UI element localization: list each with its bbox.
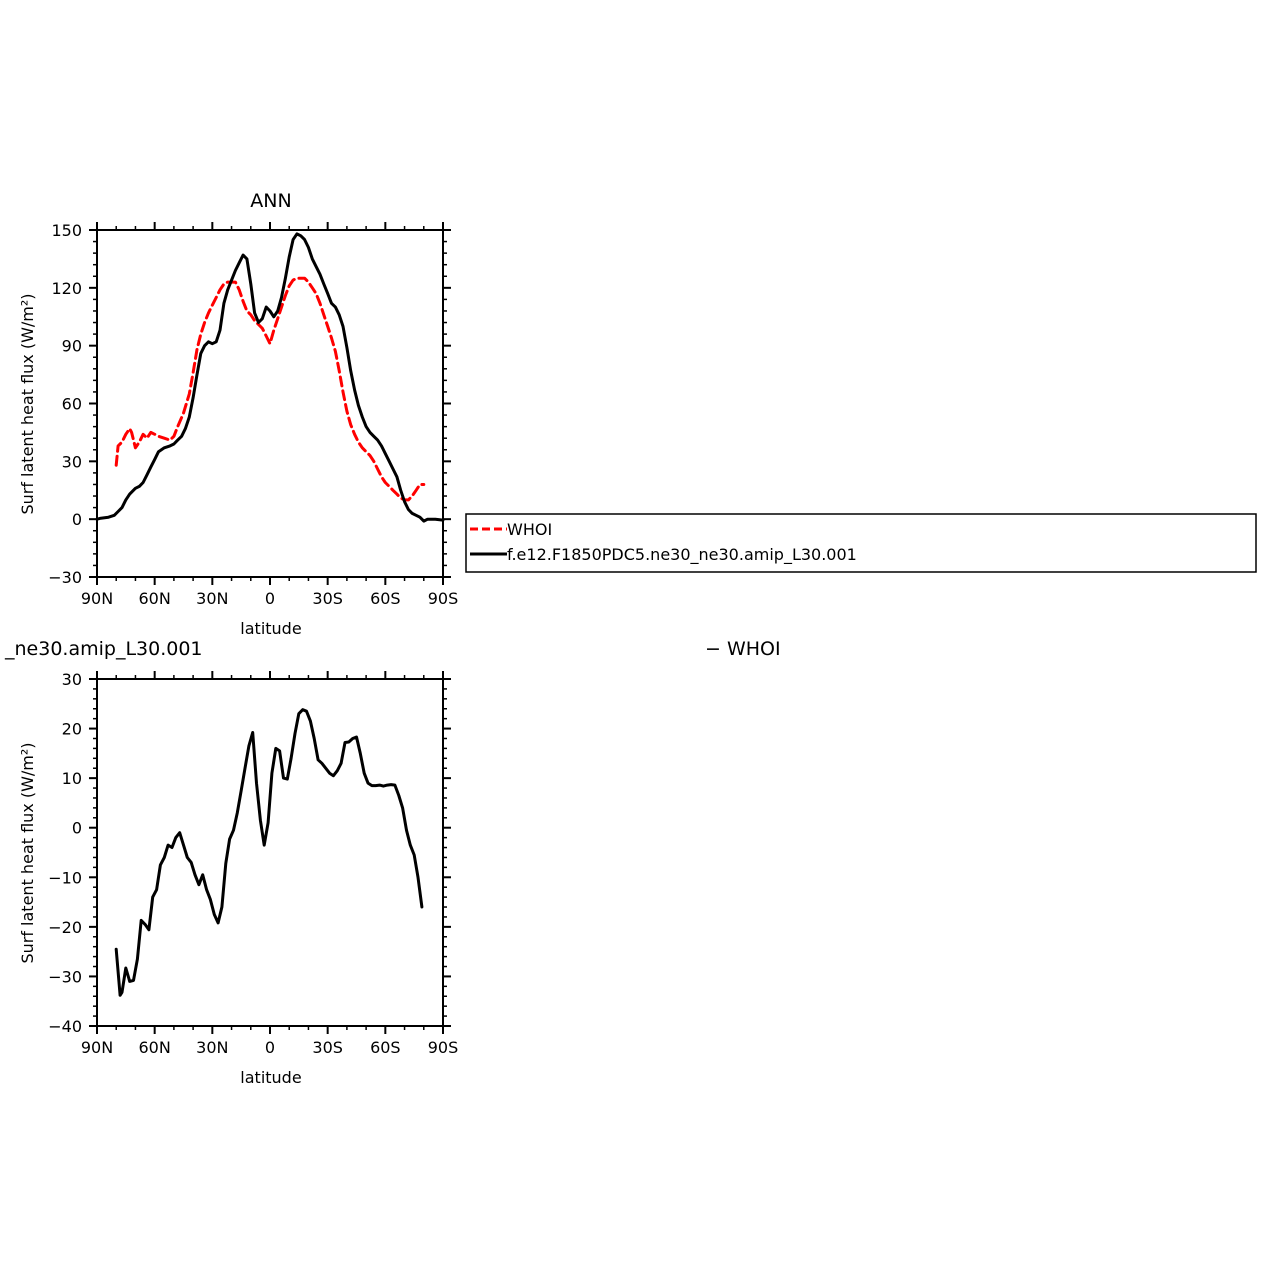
x-tick-label: 30N	[196, 1038, 228, 1057]
x-tick-label: 30S	[312, 1038, 343, 1057]
y-tick-label: 20	[62, 720, 82, 739]
y-axis-label: Surf latent heat flux (W/m²)	[18, 293, 37, 514]
x-tick-label: 0	[265, 1038, 275, 1057]
x-tick-label: 60N	[139, 1038, 171, 1057]
y-tick-label: 90	[62, 337, 82, 356]
y-tick-label: 120	[51, 279, 82, 298]
series-line-difference	[114, 708, 424, 997]
x-axis-label: latitude	[240, 1068, 301, 1087]
x-tick-label: 60S	[370, 589, 401, 608]
x-tick-label: 90S	[428, 589, 459, 608]
y-tick-label: −10	[48, 868, 82, 887]
difference-title-left: _ne30.amip_L30.001	[4, 638, 203, 660]
y-tick-label: 10	[62, 769, 82, 788]
top-panel: ANN latitude Surf latent heat flux (W/m²…	[18, 190, 458, 638]
y-tick-label: 0	[72, 510, 82, 529]
plot-area: 90N 60N 30N 0 30S 60S 90S −30 0 30 60 90 120 150	[48, 221, 458, 608]
y-tick-label: 150	[51, 221, 82, 240]
y-tick-label: −30	[48, 568, 82, 587]
y-tick-label: −20	[48, 918, 82, 937]
x-tick-label: 90N	[81, 589, 113, 608]
x-tick-label: 90S	[428, 1038, 459, 1057]
y-tick-label: 30	[62, 670, 82, 689]
legend-label-model: f.e12.F1850PDC5.ne30_ne30.amip_L30.001	[507, 545, 857, 565]
y-tick-label: 60	[62, 395, 82, 414]
x-tick-label: 30S	[312, 589, 343, 608]
y-tick-label: 30	[62, 452, 82, 471]
series-layer	[95, 232, 445, 523]
difference-title-right: − WHOI	[705, 638, 781, 660]
x-axis-label: latitude	[240, 619, 301, 638]
plot-area: 90N 60N 30N 0 30S 60S 90S −40 −30 −20 −10 0 10 20 30	[48, 670, 458, 1057]
y-axis-label: Surf latent heat flux (W/m²)	[18, 742, 37, 963]
legend-label-whoi: WHOI	[507, 520, 552, 539]
chart-title: ANN	[250, 190, 291, 212]
bottom-panel: _ne30.amip_L30.001 − WHOI latitude Surf …	[4, 638, 781, 1087]
x-tick-label: 30N	[196, 589, 228, 608]
series-layer	[114, 708, 424, 997]
x-tick-label: 90N	[81, 1038, 113, 1057]
y-tick-label: −30	[48, 967, 82, 986]
x-tick-label: 60N	[139, 589, 171, 608]
y-tick-label: −40	[48, 1017, 82, 1036]
x-tick-label: 60S	[370, 1038, 401, 1057]
y-tick-label: 0	[72, 819, 82, 838]
legend: WHOI f.e12.F1850PDC5.ne30_ne30.amip_L30.…	[465, 513, 1257, 573]
legend-box	[465, 513, 1257, 573]
x-tick-label: 0	[265, 589, 275, 608]
series-line-model	[95, 232, 445, 523]
series-line-whoi	[114, 276, 426, 502]
